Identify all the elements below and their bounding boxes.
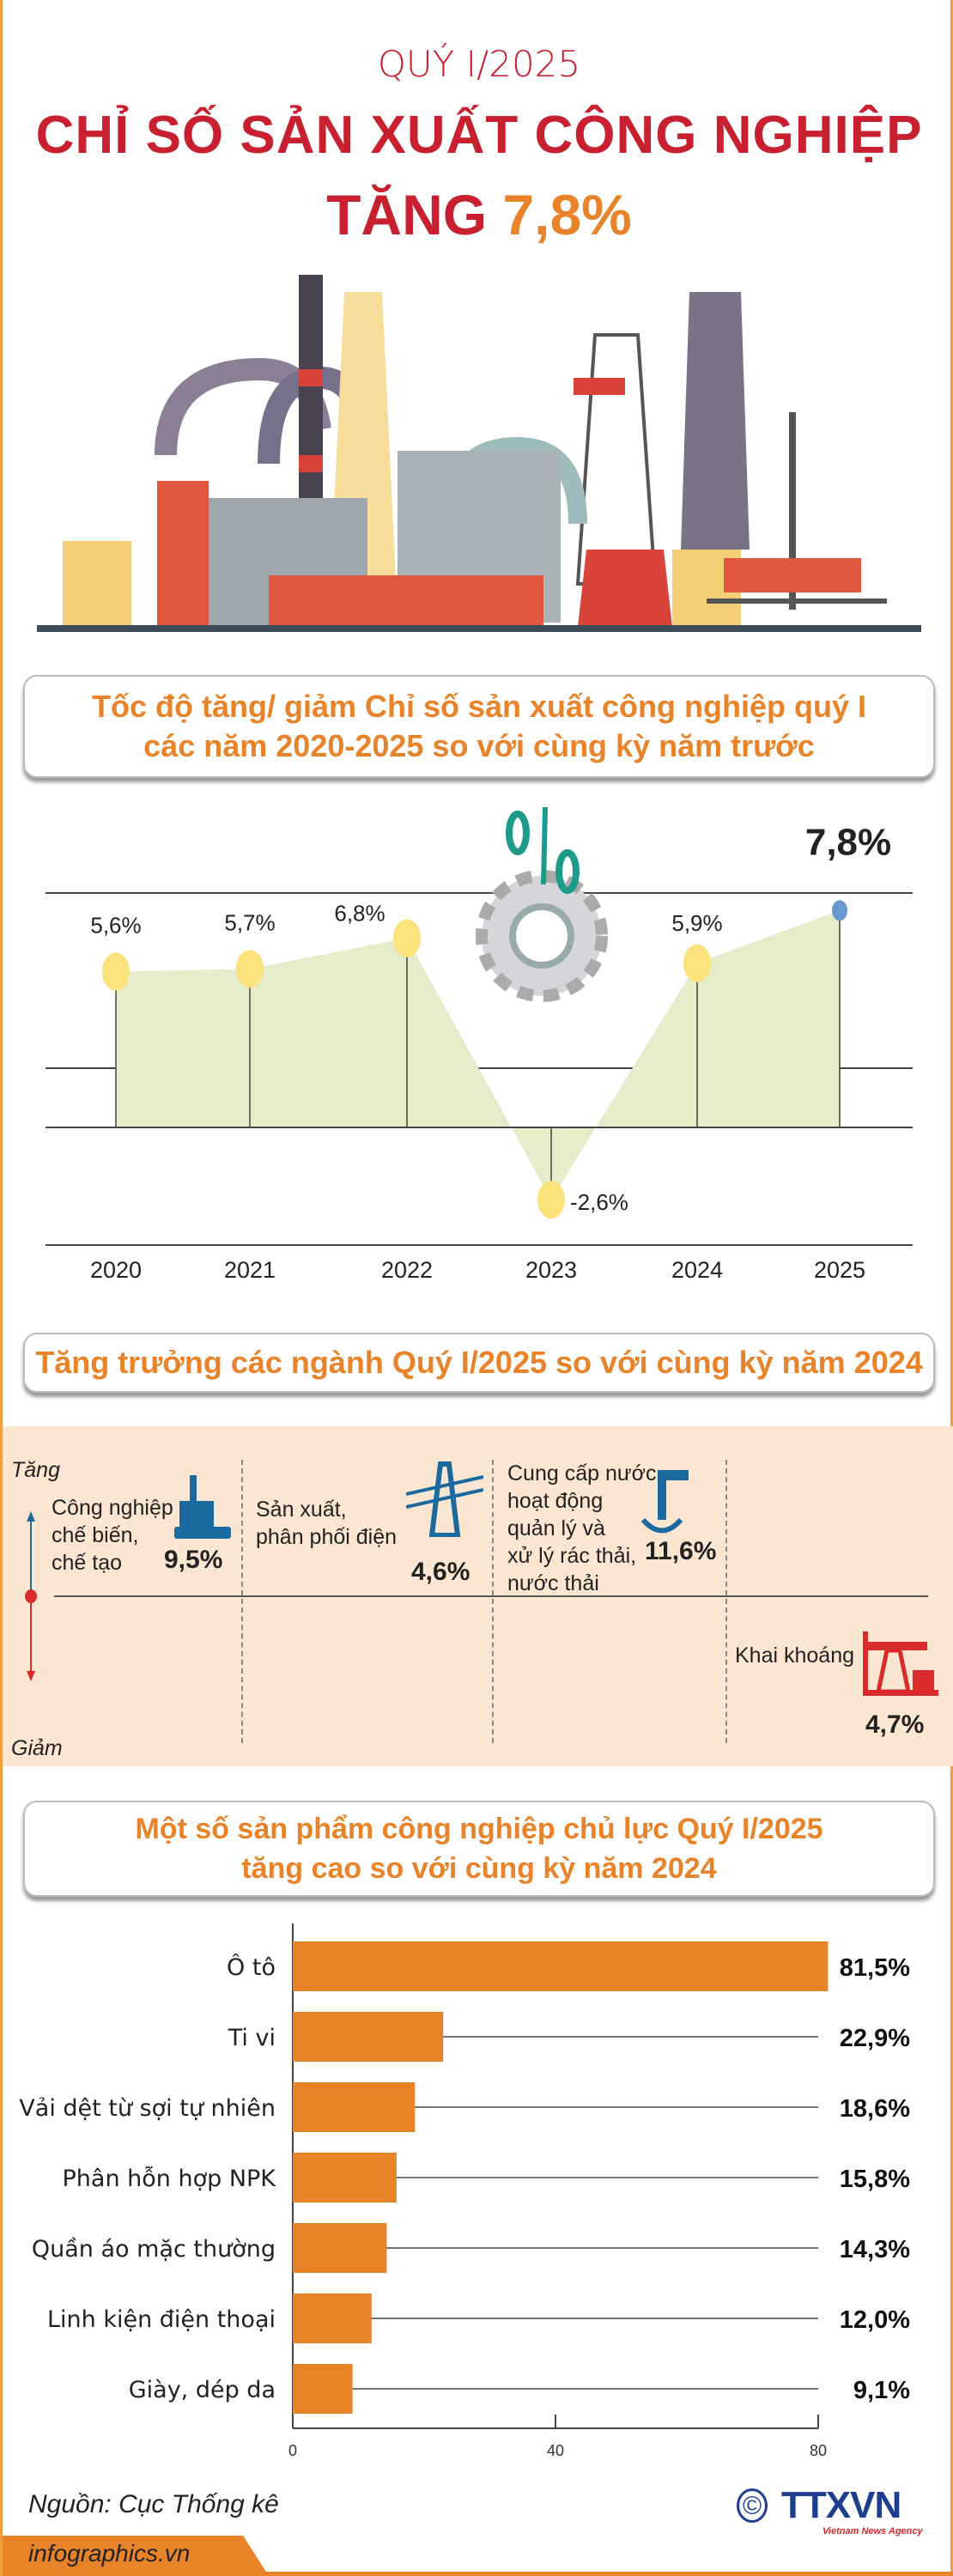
value-label-1: 22,9% [840,2025,910,2052]
bar-4 [293,2223,387,2273]
data-label-2024: 5,9% [671,910,722,936]
area-fill [116,910,840,1200]
sector-manufacturing-label: Công nghiệp chế biến, chế tạo [52,1496,173,1575]
value-label-6: 9,1% [853,2377,910,2404]
page-title: CHỈ SỐ SẢN XUẤT CÔNG NGHIỆP [35,106,923,165]
sector-manufacturing-value: 9,5% [164,1546,223,1574]
divider [241,1460,243,1743]
sector-water-label: Cung cấp nước, hoạt động quản lý và xử lý r… [507,1461,663,1595]
data-point-2023 [537,1181,565,1219]
category-label-4: Quần áo mặc thường [32,2236,276,2263]
value-label-3: 15,8% [840,2166,910,2193]
category-label-3: Phân hỗn hợp NPK [63,2166,277,2192]
data-label-2022: 6,8% [334,901,385,927]
water-tap-icon [640,1470,689,1534]
data-label-2020: 5,6% [90,913,141,939]
bar-0 [293,1941,829,1991]
arrow-down-icon [27,1671,35,1681]
section1-title-line1: Tốc độ tăng/ giảm Chỉ số sản xuất công n… [91,689,867,724]
up-down-axis [25,1511,37,1681]
value-label-2: 18,6% [840,2095,910,2123]
data-point-2025 [832,900,847,921]
divider [492,1460,494,1743]
factory-icon [174,1475,231,1539]
footer-band [3,2536,953,2576]
x-tick-2021: 2021 [224,1257,276,1283]
sector-electricity-value: 4,6% [411,1558,470,1586]
section3-title-line2: tăng cao so với cùng kỳ năm 2024 [241,1852,717,1885]
category-label-0: Ô tô [227,1953,276,1981]
percent-bar [541,807,548,885]
products-bar-chart: 0 40 80 Ô tô 81,5% Ti vi 22,9% Vải dệt từ sợi t… [19,1923,910,2459]
kicker: QUÝ I/2025 [377,43,581,85]
x-tick-2025: 2025 [814,1257,865,1283]
ttxvn-logo: © TTXVN Vietnam News Agency [737,2487,934,2538]
category-label-5: Linh kiện điện thoại [47,2306,276,2333]
x-tick-label-40: 40 [547,2442,564,2459]
zero-line [54,1595,928,1597]
up-label: Tăng [11,1458,60,1482]
value-label-5: 12,0% [840,2306,910,2334]
sector-mining-value: 4,7% [865,1710,925,1739]
section3-title-line1: Một số sản phẩm công nghiệp chủ lực Quý … [135,1813,823,1845]
down-label: Giảm [11,1736,63,1760]
x-tick-label-80: 80 [810,2442,827,2459]
data-point-2021 [236,950,264,988]
percent-dot-bottom [555,849,580,894]
data-label-2023: -2,6% [570,1189,628,1215]
x-tick-2024: 2024 [671,1257,723,1283]
gear-percent-icon [476,807,608,1002]
data-label-2021: 5,7% [224,909,275,935]
headline-prefix: TĂNG [326,183,488,246]
bar-2 [293,2082,416,2132]
x-tick-2022: 2022 [381,1257,433,1283]
data-label-2025: 7,8% [805,821,891,863]
category-label-2: Vải dệt từ sợi tự nhiên [19,2095,276,2122]
data-point-2024 [683,944,711,982]
bar-3 [293,2153,397,2202]
category-label-1: Ti vi [228,2025,276,2051]
bar-1 [293,2012,444,2062]
data-point-2022 [393,919,421,957]
section2-header: Tăng trưởng các ngành Quý I/2025 so với … [23,1333,935,1393]
category-label-6: Giày, dép da [129,2377,276,2403]
oil-pump-icon [863,1631,938,1696]
x-tick-2023: 2023 [525,1257,577,1283]
x-tick-label-0: 0 [288,2442,297,2459]
logo-subtitle: Vietnam News Agency [822,2526,923,2537]
gear-hole [509,903,574,969]
data-point-2020 [102,952,130,991]
section3-header: Một số sản phẩm công nghiệp chủ lực Quý … [23,1801,935,1897]
value-label-4: 14,3% [840,2236,910,2263]
sector-mining-label: Khai khoáng [735,1643,855,1668]
headline-growth: TĂNG 7,8% [3,182,953,247]
x-tick-2020: 2020 [90,1257,142,1283]
section1-header: Tốc độ tăng/ giảm Chỉ số sản xuất công n… [23,675,935,778]
sector-electricity-label: Sản xuất, phân phối điện [256,1498,398,1549]
logo-text: TTXVN [781,2484,901,2526]
copyright-icon: © [737,2488,768,2523]
divider [725,1460,727,1743]
section1-title-line2: các năm 2020-2025 so với cùng kỳ năm trư… [143,728,815,763]
percent-dot-top [506,811,530,855]
sector-water-value: 11,6% [645,1537,717,1565]
source-note: Nguồn: Cục Thống kê [28,2490,279,2518]
growth-area-chart: 5,6% 2020 5,7% 2021 6,8% 2022 -2,6% 2023 5,9% 202… [46,807,913,1283]
bar-6 [293,2364,353,2414]
site-link[interactable]: infographics.vn [28,2540,191,2567]
arrow-up-icon [27,1511,35,1522]
bar-5 [293,2293,372,2343]
industrial-illustration [37,275,921,632]
value-label-0: 81,5% [840,1954,910,1982]
headline-value: 7,8% [502,183,632,246]
power-tower-icon [406,1461,483,1537]
